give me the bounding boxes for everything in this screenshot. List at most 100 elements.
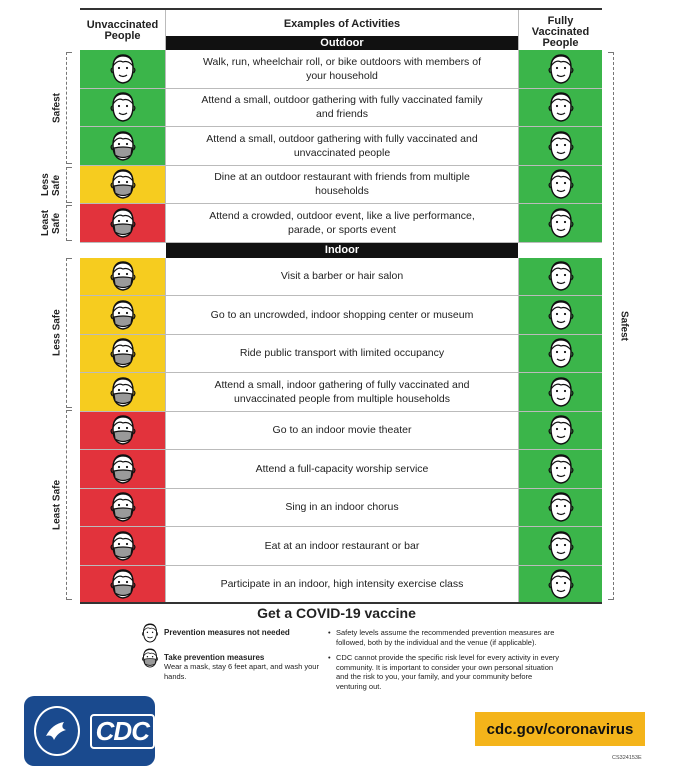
note-item: Safety levels assume the recommended pre…: [328, 628, 563, 647]
masked-face-icon: [108, 567, 138, 601]
legend-mask: Take prevention measures Wear a mask, st…: [140, 647, 325, 682]
vaccinated-risk-cell: [518, 450, 602, 488]
activity-text: Go to an indoor movie theater: [272, 424, 412, 437]
unvaccinated-risk-cell: [80, 50, 166, 88]
vaccinated-risk-cell: [518, 50, 602, 88]
table-row: Go to an uncrowded, indoor shopping cent…: [80, 296, 602, 335]
face-icon: [546, 452, 576, 486]
bracket-outdoor-less-safe: [66, 167, 72, 203]
activity-text: Walk, run, wheelchair roll, or bike outd…: [203, 55, 481, 82]
table-row: Visit a barber or hair salon: [80, 257, 602, 296]
vaccinated-risk-cell: [518, 88, 602, 126]
side-label-indoor-less-safe: Less Safe: [51, 309, 63, 357]
unvaccinated-risk-cell: [80, 527, 166, 565]
masked-face-icon: [108, 336, 138, 370]
vaccine-title: Get a COVID-19 vaccine: [257, 605, 416, 621]
legend: Prevention measures not needed Take prev…: [140, 622, 325, 685]
unvaccinated-risk-cell: [80, 88, 166, 126]
vaccinated-risk-cell: [518, 527, 602, 565]
legend-no-mask: Prevention measures not needed: [140, 622, 325, 644]
masked-face-icon: [108, 298, 138, 332]
activity-text: Ride public transport with limited occup…: [239, 347, 445, 360]
unvaccinated-risk-cell: [80, 411, 166, 449]
indoor-rows: Visit a barber or hair salon Go to an unc…: [80, 257, 602, 604]
vaccinated-risk-cell: [518, 488, 602, 526]
unvaccinated-risk-cell: [80, 204, 166, 242]
face-icon: [546, 298, 576, 332]
table-row: Dine at an outdoor restaurant with frien…: [80, 165, 602, 204]
table-row: Attend a crowded, outdoor event, like a …: [80, 204, 602, 243]
section-outdoor: Outdoor: [166, 36, 518, 50]
side-label-vaccinated-safest: Safest: [618, 310, 630, 341]
masked-face-icon: [108, 206, 138, 240]
face-icon: [546, 52, 576, 86]
note-item: CDC cannot provide the specific risk lev…: [328, 653, 563, 691]
side-label-outdoor-least-safe: Least Safe: [40, 209, 62, 237]
table-row: Attend a small, outdoor gathering with f…: [80, 88, 602, 127]
face-icon: [140, 622, 160, 644]
bracket-indoor-least-safe: [66, 410, 72, 600]
masked-face-icon: [108, 375, 138, 409]
notes: Safety levels assume the recommended pre…: [328, 628, 563, 697]
legend-no-mask-label: Prevention measures not needed: [164, 628, 290, 637]
masked-face-icon: [108, 529, 138, 563]
bracket-outdoor-safest: [66, 52, 72, 164]
activity-text: Eat at an indoor restaurant or bar: [264, 539, 420, 552]
face-icon: [546, 167, 576, 201]
activity-text: Attend a small, outdoor gathering with f…: [201, 94, 483, 121]
unvaccinated-risk-cell: [80, 334, 166, 372]
face-icon: [546, 413, 576, 447]
document-code: CS324153E: [612, 755, 642, 761]
table-row: Attend a small, outdoor gathering with f…: [80, 127, 602, 166]
legend-mask-detail: Wear a mask, stay 6 feet apart, and wash…: [164, 662, 319, 681]
activity-text: Attend a full-capacity worship service: [255, 462, 429, 475]
side-label-outdoor-less-safe: Less Safe: [40, 173, 62, 197]
activity-text: Participate in an indoor, high intensity…: [220, 578, 464, 591]
table-row: Walk, run, wheelchair roll, or bike outd…: [80, 50, 602, 89]
header-vaccinated: Fully Vaccinated People: [518, 10, 602, 50]
vaccinated-risk-cell: [518, 373, 602, 411]
unvaccinated-risk-cell: [80, 488, 166, 526]
table-row: Participate in an indoor, high intensity…: [80, 565, 602, 604]
grid-header: Unvaccinated People Examples of Activiti…: [80, 10, 602, 50]
activity-text: Go to an uncrowded, indoor shopping cent…: [210, 308, 474, 321]
masked-face-icon: [108, 129, 138, 163]
masked-face-icon: [108, 452, 138, 486]
unvaccinated-risk-cell: [80, 373, 166, 411]
section-indoor: Indoor: [166, 242, 518, 258]
face-icon: [546, 90, 576, 124]
unvaccinated-risk-cell: [80, 296, 166, 334]
header-activities: Examples of Activities Outdoor: [166, 10, 518, 50]
face-icon: [546, 129, 576, 163]
face-icon: [108, 52, 138, 86]
vaccinated-risk-cell: [518, 334, 602, 372]
header-unvaccinated: Unvaccinated People: [80, 10, 166, 50]
vaccinated-risk-cell: [518, 165, 602, 203]
hhs-eagle-icon: [34, 706, 80, 756]
table-row: Attend a full-capacity worship service: [80, 450, 602, 489]
activity-text: Attend a crowded, outdoor event, like a …: [209, 209, 475, 236]
unvaccinated-risk-cell: [80, 450, 166, 488]
table-row: Eat at an indoor restaurant or bar: [80, 527, 602, 566]
vaccinated-risk-cell: [518, 411, 602, 449]
masked-face-icon: [140, 647, 160, 669]
masked-face-icon: [108, 259, 138, 293]
legend-mask-label: Take prevention measures: [164, 653, 265, 662]
hhs-cdc-logo: CDC: [24, 696, 155, 766]
face-icon: [546, 259, 576, 293]
face-icon: [546, 206, 576, 240]
face-icon: [546, 529, 576, 563]
header-activities-title: Examples of Activities: [283, 18, 401, 30]
activity-text: Visit a barber or hair salon: [280, 270, 404, 283]
vaccinated-risk-cell: [518, 204, 602, 242]
cdc-url[interactable]: cdc.gov/coronavirus: [475, 712, 645, 746]
vaccinated-risk-cell: [518, 127, 602, 165]
side-label-indoor-least-safe: Least Safe: [51, 479, 63, 531]
vaccinated-risk-cell: [518, 296, 602, 334]
activity-text: Dine at an outdoor restaurant with frien…: [214, 171, 470, 198]
unvaccinated-risk-cell: [80, 257, 166, 295]
cdc-logo-text: CDC: [89, 713, 155, 749]
activity-text: Attend a small, indoor gathering of full…: [214, 378, 470, 405]
bracket-vaccinated-safest: [608, 52, 614, 600]
unvaccinated-risk-cell: [80, 127, 166, 165]
